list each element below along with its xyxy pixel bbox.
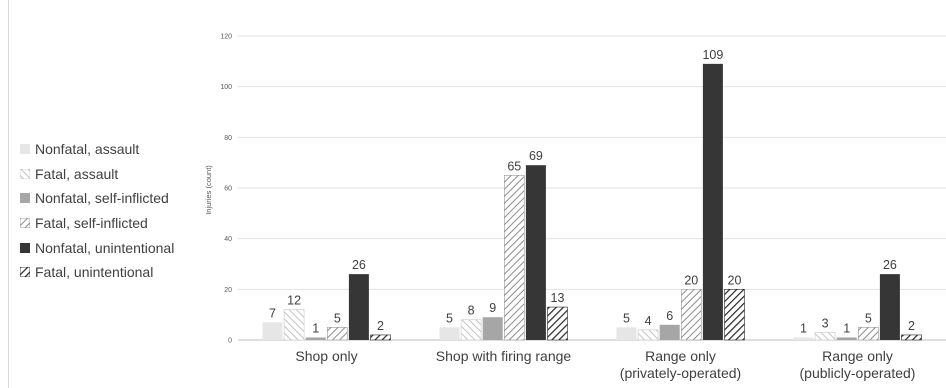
legend-label: Fatal, assault: [35, 165, 119, 182]
bar-nonfatal-unintentional-0: [348, 274, 369, 340]
data-label: 20: [684, 273, 698, 287]
legend-item: Fatal, self-inflicted: [20, 211, 174, 236]
bar-fatal-self-inflicted-3: [857, 327, 879, 341]
legend-swatch: [20, 267, 30, 278]
y-tick-label: 60: [224, 186, 232, 193]
data-label: 20: [728, 273, 742, 287]
bar-nonfatal-self-inflicted-0: [305, 337, 326, 340]
bar-fatal-self-inflicted-0: [326, 327, 348, 341]
x-category-label: Range only: [822, 348, 893, 364]
legend-swatch: [20, 218, 30, 229]
legend-item: Nonfatal, unintentional: [20, 235, 174, 260]
bar-fatal-unintentional-3: [901, 334, 922, 341]
data-label: 5: [623, 311, 630, 325]
y-tick-label: 20: [224, 287, 232, 294]
y-tick-label: 100: [220, 84, 232, 91]
bar-fatal-self-inflicted-1: [503, 175, 525, 341]
data-label: 26: [883, 258, 897, 272]
y-tick-label: 0: [228, 338, 232, 345]
bar-nonfatal-assault-2: [616, 327, 637, 340]
data-label: 1: [312, 321, 319, 335]
x-axis-categories: Shop only Shop with firing range Range onl…: [295, 348, 915, 381]
data-label: 1: [843, 321, 850, 335]
y-tick-label: 80: [224, 135, 232, 142]
x-category-label: Range only: [645, 348, 716, 364]
data-label: 8: [468, 304, 475, 318]
bar-nonfatal-self-inflicted-1: [482, 317, 503, 340]
bar-nonfatal-assault-3: [793, 337, 814, 340]
bar-nonfatal-self-inflicted-3: [836, 337, 857, 340]
x-category-label: Shop with firing range: [436, 348, 572, 364]
data-label: 69: [529, 149, 543, 163]
gridlines: [238, 35, 946, 341]
legend-label: Nonfatal, self-inflicted: [35, 190, 169, 207]
y-axis-title: Injuries (count): [204, 165, 213, 215]
data-label: 109: [702, 48, 723, 62]
bar-fatal-self-inflicted-2: [680, 289, 702, 341]
data-label: 5: [334, 311, 341, 325]
data-label: 2: [377, 319, 384, 333]
data-label: 65: [507, 159, 521, 173]
data-label: 3: [822, 316, 829, 330]
bar-nonfatal-unintentional-2: [702, 63, 723, 340]
y-tick-label: 40: [224, 236, 232, 243]
data-label: 13: [551, 291, 565, 305]
data-label: 7: [269, 306, 276, 320]
legend-item: Nonfatal, assault: [20, 137, 174, 162]
bar-fatal-assault-3: [814, 332, 836, 341]
y-tick-label: 120: [220, 34, 232, 41]
legend-item: Nonfatal, self-inflicted: [20, 186, 174, 211]
legend-swatch: [20, 144, 30, 155]
legend-label: Nonfatal, assault: [35, 141, 140, 158]
x-category-label: (privately-operated): [620, 365, 741, 381]
bar-fatal-assault-2: [637, 329, 659, 341]
bar-nonfatal-unintentional-1: [525, 165, 546, 340]
x-category-label: (publicly-operated): [800, 365, 916, 381]
bars: [262, 63, 922, 341]
bar-nonfatal-assault-0: [262, 322, 283, 340]
legend-swatch: [20, 242, 30, 253]
legend-label: Nonfatal, unintentional: [35, 239, 175, 256]
legend: Nonfatal, assault Fatal, assault Nonfatal,…: [20, 137, 174, 285]
chart-frame-line: [8, 0, 9, 388]
bar-fatal-unintentional-0: [370, 334, 391, 341]
legend-label: Fatal, unintentional: [35, 264, 154, 281]
data-label: 4: [645, 314, 652, 328]
data-label: 5: [865, 311, 872, 325]
y-axis-ticks: 0 20 40 60 80 100 120: [220, 34, 232, 345]
bar-nonfatal-self-inflicted-2: [659, 324, 680, 340]
legend-item: Fatal, unintentional: [20, 260, 174, 285]
x-category-label: Shop only: [295, 348, 357, 364]
legend-item: Fatal, assault: [20, 162, 174, 187]
bar-fatal-assault-1: [460, 319, 482, 341]
data-label: 5: [446, 311, 453, 325]
bar-fatal-assault-0: [283, 309, 305, 341]
data-label: 9: [489, 301, 496, 315]
data-label: 12: [287, 294, 301, 308]
legend-label: Fatal, self-inflicted: [35, 215, 148, 232]
data-label: 6: [666, 309, 673, 323]
data-label: 26: [352, 258, 366, 272]
legend-swatch: [20, 193, 30, 204]
data-label: 2: [908, 319, 915, 333]
bar-fatal-unintentional-1: [547, 306, 568, 341]
legend-swatch: [20, 168, 30, 179]
bar-nonfatal-unintentional-3: [879, 274, 900, 340]
data-label: 1: [800, 321, 807, 335]
bar-nonfatal-assault-1: [439, 327, 460, 340]
bar-fatal-unintentional-2: [724, 289, 745, 341]
